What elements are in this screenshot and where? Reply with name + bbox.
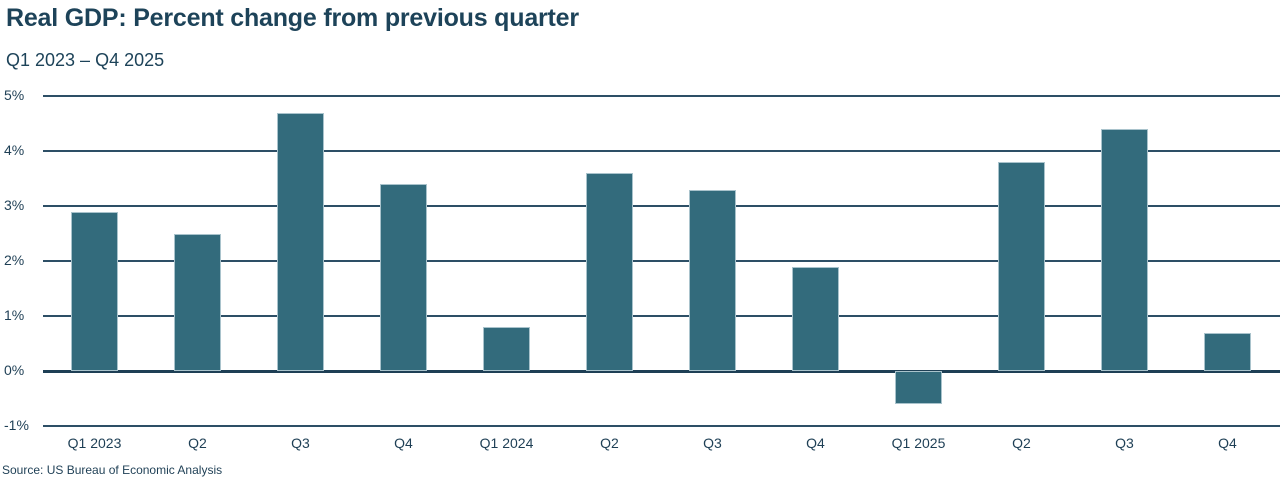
bar: [689, 189, 736, 371]
x-tick-label: Q1 2024: [479, 435, 534, 451]
gridline: [43, 95, 1280, 97]
chart-subtitle: Q1 2023 – Q4 2025: [6, 50, 165, 70]
y-tick-label: 0%: [4, 362, 25, 378]
x-tick-label: Q3: [1115, 435, 1134, 451]
gridline: [43, 205, 1280, 207]
y-tick-label: 4%: [4, 142, 25, 158]
bar: [380, 184, 427, 371]
x-tick-label: Q4: [1218, 435, 1237, 451]
bar: [998, 162, 1045, 371]
y-tick-label: 1%: [4, 307, 25, 323]
gridline: [43, 150, 1280, 152]
gridline: [43, 425, 1280, 427]
x-tick-label: Q3: [703, 435, 722, 451]
bar: [792, 266, 839, 371]
gridline: [43, 260, 1280, 262]
bar: [71, 211, 118, 371]
x-tick-label: Q2: [188, 435, 207, 451]
gridline: [43, 315, 1280, 317]
bar: [895, 371, 942, 404]
bar: [1204, 332, 1251, 371]
gridline: [43, 369, 1280, 373]
x-tick-label: Q1 2025: [891, 435, 946, 451]
y-tick-label: -1%: [4, 417, 29, 433]
bar: [174, 233, 221, 371]
x-tick-label: Q3: [291, 435, 310, 451]
x-tick-label: Q4: [394, 435, 413, 451]
bar: [483, 327, 530, 371]
bar: [1101, 129, 1148, 371]
y-tick-label: 3%: [4, 197, 25, 213]
chart-title: Real GDP: Percent change from previous q…: [6, 4, 579, 32]
y-tick-label: 5%: [4, 87, 25, 103]
bar: [586, 173, 633, 371]
source-note: Source: US Bureau of Economic Analysis: [2, 463, 223, 477]
x-tick-label: Q4: [806, 435, 825, 451]
y-tick-label: 2%: [4, 252, 25, 268]
x-tick-label: Q2: [600, 435, 619, 451]
x-tick-label: Q1 2023: [67, 435, 122, 451]
bar: [277, 112, 324, 371]
x-tick-label: Q2: [1012, 435, 1031, 451]
